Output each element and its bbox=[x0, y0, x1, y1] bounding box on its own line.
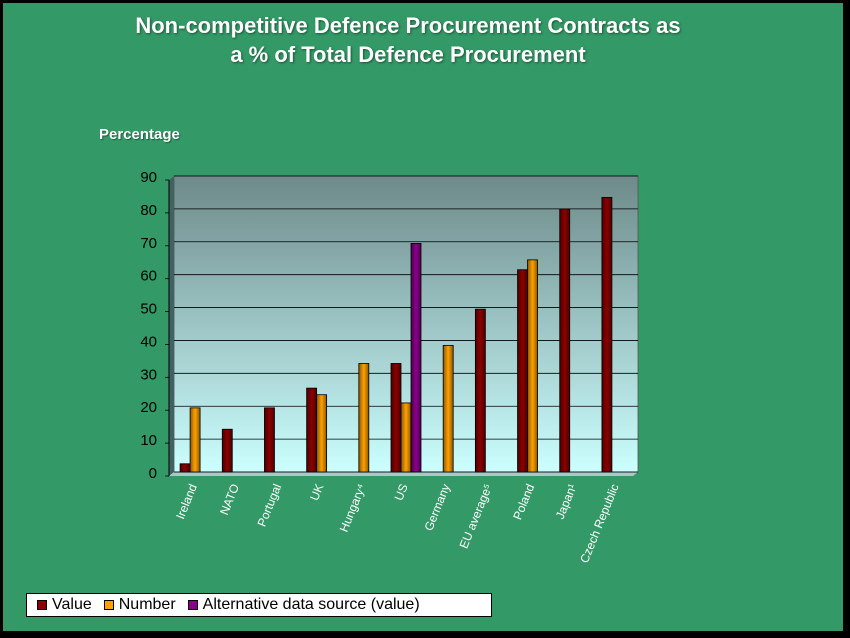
x-tick-label: Portugal bbox=[255, 482, 285, 529]
x-tick-label: Poland bbox=[510, 482, 537, 522]
bar-number bbox=[527, 259, 538, 473]
bar-number bbox=[400, 402, 412, 473]
y-tick-label: 40 bbox=[140, 333, 157, 350]
bar-alternative-data-source-value- bbox=[410, 243, 422, 473]
legend-swatch bbox=[103, 600, 114, 610]
y-tick-label: 0 bbox=[149, 465, 157, 482]
x-tick-label: Hungary⁴ bbox=[337, 482, 369, 534]
bar-value bbox=[517, 269, 528, 473]
legend-item: Value bbox=[37, 596, 92, 614]
chart-legend: Value Number Alternative data source (valu… bbox=[26, 593, 492, 617]
y-tick-label: 50 bbox=[140, 301, 157, 318]
y-tick-label: 10 bbox=[140, 432, 157, 449]
bar-number bbox=[358, 363, 370, 473]
y-tick-label: 70 bbox=[140, 235, 157, 252]
bar-value bbox=[306, 387, 318, 473]
y-tick-label: 60 bbox=[140, 268, 157, 285]
x-tick-label: Czech Republic bbox=[577, 482, 621, 565]
chart-title-line-1: Non-competitive Defence Procurement Cont… bbox=[135, 13, 681, 38]
legend-swatch bbox=[187, 600, 198, 610]
legend-label: Value bbox=[52, 596, 92, 613]
chart-title-line-2: a % of Total Defence Procurement bbox=[230, 42, 586, 67]
bar-number bbox=[316, 394, 328, 473]
bar-number bbox=[189, 407, 201, 473]
x-tick-label: UK bbox=[307, 482, 326, 503]
plot-floor bbox=[169, 472, 638, 476]
legend-item: Number bbox=[103, 596, 176, 614]
bar-value bbox=[601, 196, 613, 473]
y-tick-label: 80 bbox=[140, 202, 157, 219]
chart-title: Non-competitive Defence Procurement Cont… bbox=[23, 11, 793, 69]
y-tick-label: 90 bbox=[140, 169, 157, 186]
bar-value bbox=[559, 208, 571, 473]
y-tick-label: 30 bbox=[140, 366, 157, 383]
x-tick-label: NATO bbox=[217, 482, 242, 517]
bar-value bbox=[390, 363, 402, 473]
plot-side-wall bbox=[169, 176, 174, 476]
y-axis-label: Percentage bbox=[99, 126, 180, 143]
x-tick-label: Germany bbox=[421, 482, 452, 533]
y-tick-label: 20 bbox=[140, 399, 157, 416]
x-tick-label: Japan¹ bbox=[553, 482, 580, 521]
x-tick-label: US bbox=[392, 482, 411, 503]
legend-label: Number bbox=[118, 596, 176, 613]
bar-value bbox=[264, 407, 275, 473]
bar-number bbox=[442, 344, 454, 473]
legend-item: Alternative data source (value) bbox=[187, 596, 420, 614]
x-tick-label: EU average⁵ bbox=[457, 482, 496, 551]
legend-label: Alternative data source (value) bbox=[202, 596, 420, 613]
legend-swatch bbox=[37, 600, 47, 610]
bar-value bbox=[474, 308, 486, 473]
bar-value bbox=[179, 463, 191, 473]
bar-value bbox=[221, 428, 233, 473]
x-tick-label: Ireland bbox=[173, 482, 200, 521]
